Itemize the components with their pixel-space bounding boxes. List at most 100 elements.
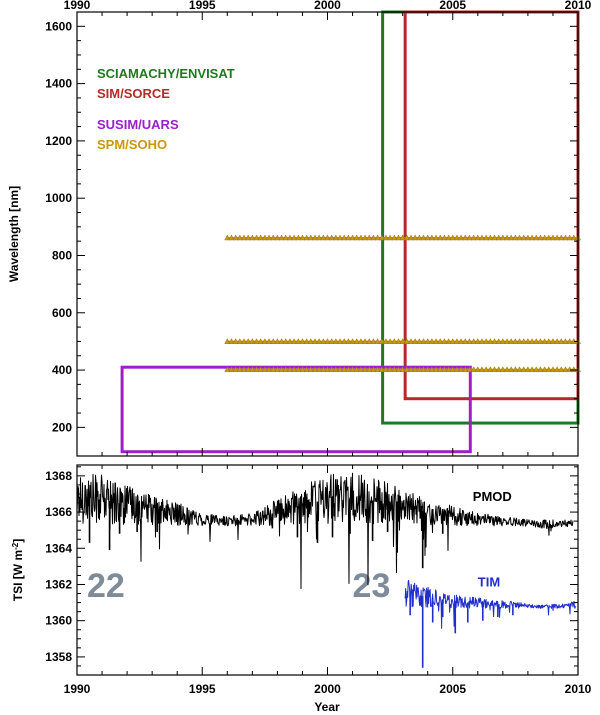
spm-soho-marker (420, 338, 427, 344)
spm-soho-marker (470, 234, 477, 241)
spm-soho-marker (266, 366, 272, 372)
spm-soho-marker (228, 338, 235, 344)
wavelength-y-tick-label: 1400 (45, 77, 72, 91)
spm-soho-marker (474, 366, 481, 372)
spm-soho-marker (362, 234, 369, 241)
spm-soho-marker (483, 366, 490, 372)
spm-soho-marker (533, 366, 540, 372)
spm-soho-marker (228, 234, 235, 241)
spm-soho-marker (453, 366, 460, 372)
spm-soho-marker (554, 366, 561, 372)
spm-soho-marker (378, 338, 385, 344)
spm-soho-marker (479, 234, 485, 241)
spm-soho-marker (378, 234, 385, 241)
spm-soho-marker (541, 338, 548, 344)
spm-soho-marker (508, 366, 515, 372)
spm-soho-marker (299, 234, 306, 241)
wavelength-y-tick-label: 1000 (45, 191, 72, 205)
tsi-panel-ticks: 1990 1995 2000 2005 2010 1358 1360 1362 1364 1366… (45, 465, 592, 696)
spm-soho-marker (299, 366, 306, 372)
spm-soho-marker (316, 338, 323, 344)
spm-soho-marker (341, 338, 348, 344)
spm-soho-marker (303, 338, 310, 344)
tsi-y-tick-label: 1364 (45, 541, 72, 555)
legend-entry: SCIAMACHY/ENVISAT (97, 66, 235, 81)
spm-soho-marker (366, 338, 373, 344)
spm-soho-marker (437, 234, 444, 241)
spm-soho-marker (520, 338, 527, 344)
spm-soho-marker (370, 234, 377, 241)
spm-soho-marker (320, 366, 327, 372)
pmod-series-label: PMOD (473, 489, 512, 504)
spm-soho-marker (270, 338, 277, 344)
spm-soho-marker (295, 234, 302, 241)
spm-soho-marker (533, 234, 540, 241)
spm-soho-marker (316, 234, 323, 241)
spm-soho-marker (424, 338, 431, 344)
spm-soho-marker (357, 338, 364, 344)
spm-soho-marker (483, 234, 490, 241)
spm-soho-marker (232, 234, 239, 241)
spm-soho-marker (395, 234, 402, 241)
spm-soho-marker (445, 366, 452, 372)
spm-soho-marker (261, 234, 268, 241)
spm-soho-marker (458, 234, 465, 241)
spm-soho-marker (537, 366, 544, 372)
spm-soho-marker (228, 366, 235, 372)
spm-soho-marker (387, 234, 394, 241)
spm-soho-marker (495, 338, 502, 344)
spm-soho-marker (328, 366, 335, 372)
spm-soho-marker (249, 234, 256, 241)
spm-soho-marker (508, 234, 515, 241)
spm-soho-marker (374, 234, 381, 241)
spm-soho-marker (466, 234, 473, 241)
spm-soho-marker (520, 366, 527, 372)
spm-soho-marker (307, 234, 314, 241)
spm-soho-marker (504, 234, 510, 241)
tim-series-line (404, 579, 576, 629)
spm-soho-marker (383, 234, 389, 241)
spm-soho-marker (349, 234, 356, 241)
spm-soho-marker (224, 234, 231, 241)
spm-soho-marker (462, 338, 469, 344)
spm-soho-marker (387, 366, 394, 372)
spm-soho-marker (324, 366, 331, 372)
spm-soho-marker (399, 338, 406, 344)
bottom-x-tick-label: 1995 (189, 682, 216, 696)
spm-soho-marker (337, 234, 343, 241)
spm-soho-marker (232, 366, 239, 372)
spm-soho-marker (257, 234, 264, 241)
spm-soho-marker (370, 366, 377, 372)
tsi-y-tick-label: 1368 (45, 469, 72, 483)
spm-soho-marker (307, 338, 314, 344)
wavelength-y-tick-label: 600 (52, 306, 72, 320)
spm-soho-marker (345, 366, 352, 372)
spm-soho-marker (470, 338, 477, 344)
spm-soho-marker (508, 338, 515, 344)
spm-soho-marker (524, 338, 531, 344)
spm-soho-marker (383, 338, 389, 344)
spm-soho-marker (545, 366, 552, 372)
spm-soho-marker (291, 338, 298, 344)
spm-soho-marker (291, 234, 298, 241)
spm-soho-marker (412, 234, 419, 241)
solar-cycle-label: 23 (353, 567, 391, 605)
spm-soho-marker (504, 338, 510, 344)
wavelength-y-axis-title: Wavelength [nm] (7, 186, 21, 282)
spm-soho-marker (236, 234, 243, 241)
spm-soho-marker (261, 366, 268, 372)
spm-soho-marker (395, 338, 402, 344)
spm-soho-marker (362, 338, 369, 344)
wavelength-y-tick-label: 800 (52, 248, 72, 262)
spm-soho-marker (537, 338, 544, 344)
wavelength-y-tick-label: 1200 (45, 134, 72, 148)
spm-soho-marker (470, 366, 477, 372)
spm-soho-marker (437, 366, 444, 372)
spm-soho-marker (449, 366, 456, 372)
spm-soho-marker (249, 338, 256, 344)
spm-soho-marker (391, 338, 398, 344)
spm-soho-marker (312, 338, 318, 344)
tsi-panel-content: 22 23 PMOD TIM (76, 472, 576, 668)
spm-soho-marker (249, 366, 256, 372)
top-x-tick-label: 1995 (189, 0, 216, 12)
